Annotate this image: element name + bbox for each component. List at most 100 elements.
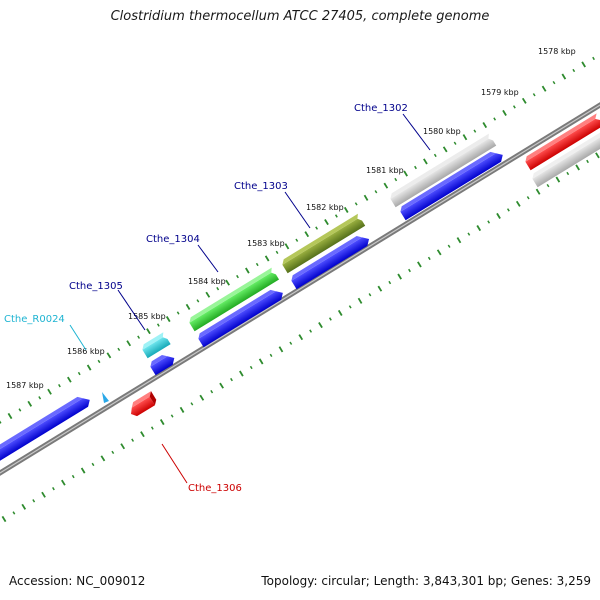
- tick-mark: [21, 503, 27, 510]
- gene-feature-gray-right: [532, 130, 600, 188]
- tick-mark: [515, 200, 521, 207]
- cds-forward-left: [0, 396, 90, 466]
- tick-mark: [408, 268, 411, 273]
- tick-mark: [278, 346, 284, 353]
- tick-mark: [170, 414, 174, 418]
- tick-mark: [526, 196, 530, 200]
- tick-mark: [190, 402, 194, 406]
- gene-label-cthe-1303: Cthe_1303: [234, 181, 288, 192]
- leader-cthe-1302: [402, 113, 431, 151]
- scale-label-1584: 1584 kbp: [188, 277, 226, 286]
- accession-text: Accession: NC_009012: [9, 574, 146, 588]
- tick-mark: [394, 177, 398, 182]
- tick-mark: [298, 334, 304, 341]
- tick-mark: [216, 287, 220, 291]
- tick-mark: [535, 188, 541, 195]
- leader-cthe-r0024: [69, 324, 87, 351]
- tick-mark: [176, 311, 180, 315]
- tick-mark: [348, 305, 352, 309]
- tick-mark: [27, 400, 33, 407]
- leader-cthe-1305: [117, 289, 146, 331]
- backbone: [0, 102, 600, 476]
- scale-labels: 1578 kbp 1579 kbp 1580 kbp 1581 kbp 1582…: [6, 47, 576, 390]
- leader-cthe-1303: [284, 191, 311, 229]
- tick-mark: [80, 467, 86, 474]
- scale-label-1587: 1587 kbp: [6, 381, 44, 390]
- tick-mark: [7, 412, 13, 420]
- leader-cthe-1306: [161, 443, 188, 484]
- tick-mark: [225, 279, 230, 286]
- tick-mark: [140, 431, 145, 438]
- tick-mark: [482, 122, 488, 129]
- tick-mark: [255, 262, 259, 267]
- tick-mark: [561, 73, 567, 80]
- tick-mark: [106, 352, 112, 359]
- tick-mark: [219, 382, 224, 389]
- tick-mark: [506, 208, 510, 212]
- tick-mark: [150, 426, 154, 430]
- tick-mark: [354, 202, 358, 206]
- gene-features: [0, 113, 600, 466]
- gene-feature-cthe-1303: [282, 213, 366, 274]
- gene-feature-cthe-1304: [189, 267, 280, 332]
- tick-mark: [295, 238, 299, 242]
- tick-mark: [566, 171, 570, 176]
- trna-cthe-r0024: [102, 392, 109, 403]
- tick-mark: [236, 274, 239, 279]
- tick-mark: [374, 190, 378, 194]
- tick-mark: [433, 153, 437, 158]
- cds-forward-1303: [291, 236, 370, 290]
- scale-label-1579: 1579 kbp: [481, 88, 519, 97]
- tick-mark: [555, 176, 561, 183]
- tick-mark: [368, 293, 372, 297]
- gene-label-cthe-1304: Cthe_1304: [146, 234, 200, 245]
- tick-mark: [436, 249, 442, 256]
- gene-labels: Cthe_1302 Cthe_1303 Cthe_1304 Cthe_1305 …: [4, 103, 408, 494]
- tick-mark: [315, 226, 319, 230]
- scale-label-1585: 1585 kbp: [128, 312, 166, 321]
- tick-mark: [403, 170, 408, 177]
- tick-mark: [258, 358, 264, 365]
- tick-mark: [77, 371, 81, 376]
- tick-mark: [205, 291, 211, 298]
- tick-mark: [61, 479, 66, 486]
- gene-label-cthe-1305: Cthe_1305: [69, 281, 123, 292]
- tick-mark: [117, 347, 121, 352]
- tick-mark: [496, 212, 501, 219]
- tick-mark: [12, 511, 16, 515]
- tick-mark: [324, 219, 329, 226]
- tick-mark: [58, 384, 61, 388]
- tick-mark: [86, 364, 92, 371]
- tick-mark: [383, 182, 389, 189]
- tick-mark: [572, 68, 576, 73]
- tick-mark: [245, 267, 250, 274]
- tick-mark: [309, 329, 313, 333]
- tick-mark: [1, 515, 7, 523]
- tick-mark: [377, 285, 383, 292]
- scale-label-1582: 1582 kbp: [306, 203, 344, 212]
- tick-mark: [156, 323, 160, 327]
- tick-mark: [100, 455, 106, 462]
- tick-mark: [541, 85, 547, 92]
- scale-label-1581: 1581 kbp: [366, 166, 404, 175]
- tick-mark: [462, 134, 468, 141]
- tick-mark: [581, 61, 586, 68]
- tick-mark: [210, 390, 214, 394]
- gene-label-cthe-1306: Cthe_1306: [188, 483, 242, 494]
- tick-mark: [476, 225, 482, 232]
- tick-mark: [334, 214, 338, 218]
- tick-mark: [269, 353, 273, 357]
- tick-mark: [328, 317, 332, 321]
- tick-mark: [453, 141, 457, 145]
- tick-mark: [159, 419, 165, 426]
- inner-tick-track: [1, 152, 600, 523]
- tick-mark: [120, 443, 126, 450]
- cds-forward-1302: [400, 151, 503, 221]
- tick-mark: [97, 359, 101, 364]
- tick-mark: [131, 438, 135, 442]
- tick-mark: [126, 340, 132, 347]
- tick-mark: [185, 303, 191, 310]
- tick-mark: [67, 376, 72, 383]
- tick-mark: [0, 420, 2, 424]
- tick-mark: [111, 450, 115, 455]
